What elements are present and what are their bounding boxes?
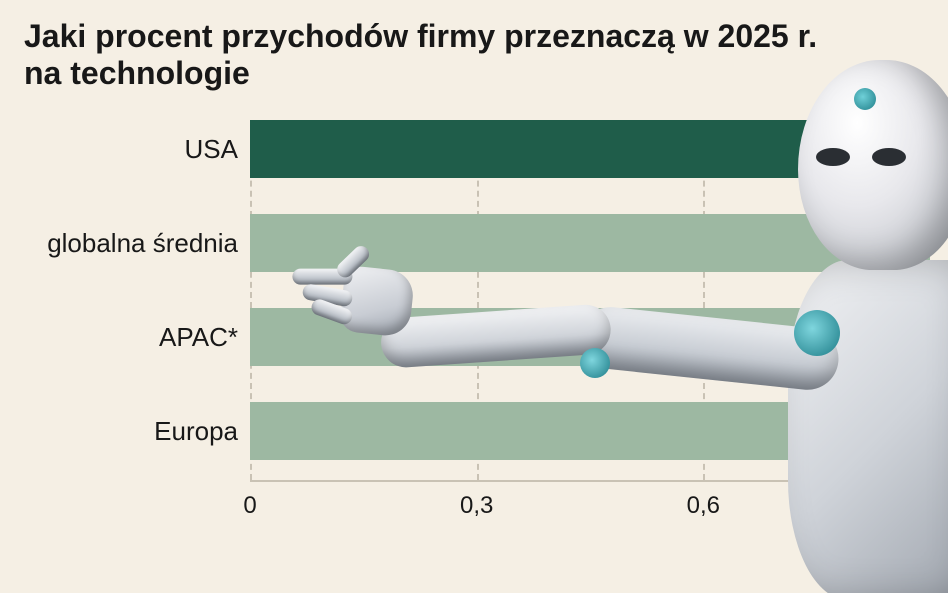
bar-chart: USA globalna średnia APAC* Europa 0 0,3 … — [0, 120, 948, 550]
chart-title: Jaki procent przychodów firmy przeznaczą… — [24, 18, 828, 92]
bar-row: APAC* — [0, 308, 948, 366]
bar-row: globalna średnia — [0, 214, 948, 272]
x-tick-label: 0 — [243, 492, 256, 520]
bar-label: globalna średnia — [0, 214, 238, 272]
bar-label: APAC* — [0, 308, 238, 366]
x-tick-label: 0,3 — [460, 492, 493, 520]
bar — [250, 308, 930, 366]
bar-label: USA — [0, 120, 238, 178]
bar — [250, 214, 930, 272]
bar-row: USA — [0, 120, 948, 178]
bar — [250, 402, 930, 460]
x-axis — [250, 480, 948, 482]
x-tick-label: 0,6 — [687, 492, 720, 520]
bar-row: Europa — [0, 402, 948, 460]
bar-label: Europa — [0, 402, 238, 460]
bar — [250, 120, 930, 178]
